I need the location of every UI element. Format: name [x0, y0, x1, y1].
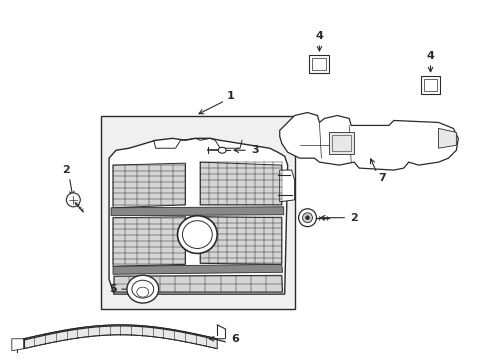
Polygon shape	[113, 163, 185, 208]
Ellipse shape	[298, 209, 316, 227]
Ellipse shape	[66, 193, 80, 207]
Polygon shape	[200, 217, 281, 264]
Bar	[101, 116, 294, 309]
Polygon shape	[279, 113, 457, 170]
Polygon shape	[12, 339, 24, 351]
Text: 2: 2	[349, 213, 357, 223]
Bar	[332, 135, 350, 151]
Text: 5: 5	[109, 284, 117, 294]
Bar	[423, 79, 437, 91]
Ellipse shape	[127, 275, 158, 303]
Text: 3: 3	[251, 145, 258, 155]
Ellipse shape	[177, 216, 217, 253]
Polygon shape	[113, 264, 282, 274]
Ellipse shape	[302, 213, 312, 223]
Bar	[328, 132, 353, 154]
Polygon shape	[200, 162, 281, 205]
Bar	[309, 55, 328, 73]
Polygon shape	[111, 207, 283, 216]
Text: 6: 6	[231, 334, 239, 344]
Polygon shape	[279, 170, 294, 202]
Text: 4: 4	[426, 51, 434, 61]
Polygon shape	[438, 129, 455, 148]
Text: 2: 2	[62, 165, 70, 175]
Text: 7: 7	[377, 173, 385, 183]
Polygon shape	[114, 275, 282, 292]
Polygon shape	[24, 325, 217, 349]
Polygon shape	[113, 217, 185, 266]
Text: 4: 4	[315, 31, 323, 41]
Text: 1: 1	[226, 91, 234, 101]
Bar	[420, 76, 440, 94]
Polygon shape	[109, 138, 287, 294]
Bar	[312, 58, 325, 70]
Ellipse shape	[218, 147, 225, 153]
Ellipse shape	[305, 216, 309, 220]
